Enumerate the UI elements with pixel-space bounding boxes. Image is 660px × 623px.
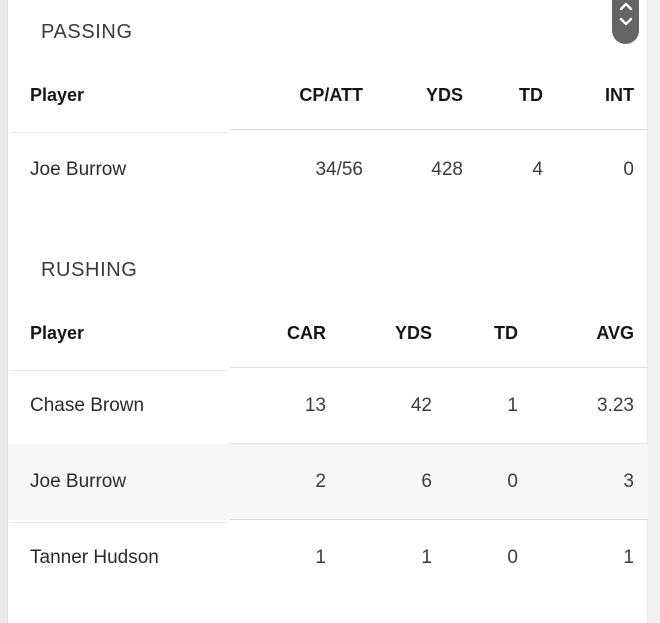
stat-yds: 6 bbox=[421, 471, 432, 492]
column-header-cpatt: CP/ATT bbox=[299, 85, 363, 105]
player-name-link[interactable]: Joe Burrow bbox=[30, 471, 127, 492]
table-row: Joe Burrow 34/56 428 4 0 bbox=[8, 130, 648, 210]
passing-header-row: Player CP/ATT YDS TD INT bbox=[8, 44, 648, 133]
column-header-td: TD bbox=[494, 323, 518, 343]
column-header-player: Player bbox=[30, 323, 85, 343]
scrollbar-track[interactable] bbox=[647, 0, 660, 623]
column-header-int: INT bbox=[605, 85, 634, 105]
stat-car: 2 bbox=[315, 471, 326, 492]
stat-td: 1 bbox=[507, 395, 518, 416]
left-edge-strip bbox=[0, 0, 8, 623]
rushing-section: RUSHING Player CAR YDS TD AVG Chase Brow… bbox=[8, 258, 648, 596]
table-row: Tanner Hudson 1 1 0 1 bbox=[8, 520, 648, 596]
chevron-down-icon[interactable] bbox=[619, 17, 633, 26]
stat-yds: 1 bbox=[421, 547, 432, 568]
stat-int: 0 bbox=[623, 159, 634, 180]
rushing-section-title: RUSHING bbox=[41, 259, 138, 281]
stat-yds: 428 bbox=[431, 159, 463, 180]
passing-section-title: PASSING bbox=[41, 21, 133, 43]
scroll-buttons[interactable] bbox=[612, 0, 639, 44]
stat-avg: 3 bbox=[623, 471, 634, 492]
column-header-yds: YDS bbox=[425, 85, 463, 105]
stat-avg: 1 bbox=[623, 547, 634, 568]
player-name-link[interactable]: Chase Brown bbox=[30, 395, 145, 416]
column-header-player: Player bbox=[30, 85, 85, 105]
chevron-up-icon[interactable] bbox=[619, 2, 633, 11]
table-row: Joe Burrow 2 6 0 3 bbox=[8, 444, 648, 523]
table-row: Chase Brown 13 42 1 3.23 bbox=[8, 368, 648, 447]
passing-section: PASSING Player CP/ATT YDS TD INT Joe Bur… bbox=[8, 0, 648, 210]
player-name-link[interactable]: Tanner Hudson bbox=[30, 547, 159, 568]
stat-td: 0 bbox=[507, 471, 518, 492]
column-header-car: CAR bbox=[287, 323, 326, 343]
rushing-header-row: Player CAR YDS TD AVG bbox=[8, 282, 648, 371]
stat-td: 4 bbox=[532, 159, 543, 180]
stats-content: PASSING Player CP/ATT YDS TD INT Joe Bur… bbox=[8, 0, 648, 623]
player-name-link[interactable]: Joe Burrow bbox=[30, 159, 127, 180]
stat-car: 1 bbox=[315, 547, 326, 568]
column-header-avg: AVG bbox=[596, 323, 634, 343]
stat-cpatt: 34/56 bbox=[315, 159, 363, 180]
column-header-yds: YDS bbox=[394, 323, 432, 343]
stat-yds: 42 bbox=[410, 395, 432, 416]
stat-avg: 3.23 bbox=[597, 395, 634, 416]
stat-td: 0 bbox=[507, 547, 518, 568]
stat-car: 13 bbox=[304, 395, 326, 416]
column-header-td: TD bbox=[519, 85, 543, 105]
